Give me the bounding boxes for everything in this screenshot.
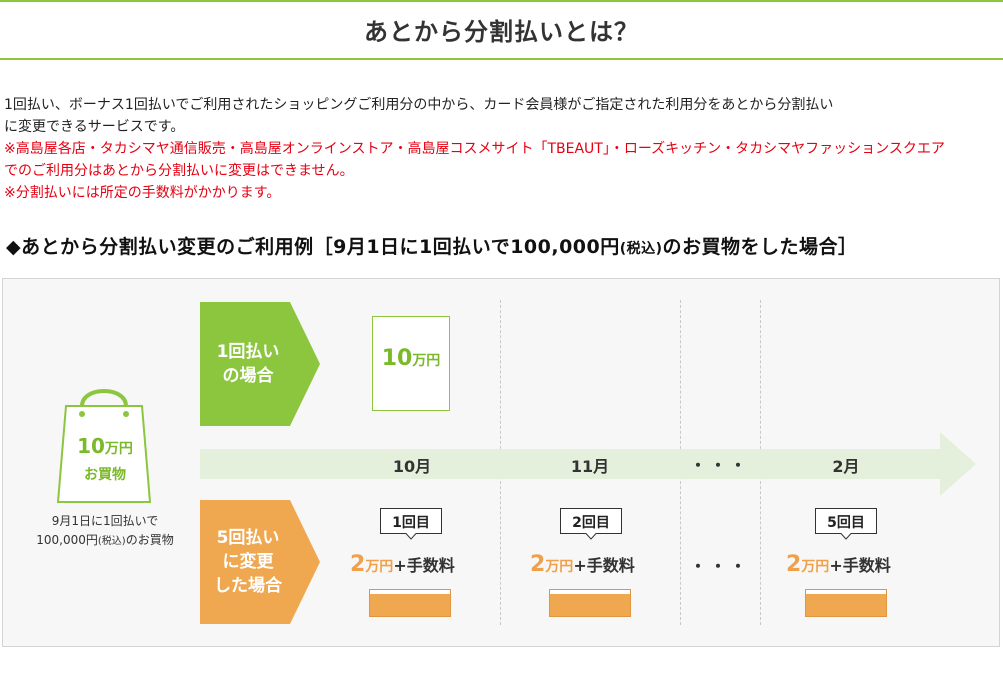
installment-amount-number: 2: [530, 552, 546, 577]
month-label-october: 10月: [392, 457, 432, 476]
month-label-november: 11月: [570, 457, 610, 476]
purchase-caption: 9月1日に1回払いで 100,000円(税込)のお買物: [0, 512, 210, 551]
installment-amount-number: 2: [350, 552, 366, 577]
bag-amount: 10万円: [60, 434, 150, 458]
installment-label-line-1: 5回払い: [216, 528, 280, 548]
single-payment-label: 1回払い の場合: [200, 340, 296, 388]
installment-fee: +手数料: [829, 556, 891, 575]
bag-amount-number: 10: [77, 434, 105, 458]
purchase-caption-tail: のお買物: [125, 533, 174, 547]
single-bill-unit: 万円: [412, 353, 441, 369]
installment-count-callout: [380, 508, 442, 540]
intro-line-2: に変更できるサービスです。: [4, 119, 185, 135]
single-bill-box: [372, 316, 450, 411]
installment-amount-unit: 万円: [365, 559, 394, 575]
installment-count-callout: [815, 508, 877, 540]
single-payment-label-line-2: の場合: [222, 366, 274, 386]
purchase-caption-line-2: 100,000円(税込)のお買物: [0, 531, 210, 551]
shopping-bag-icon: [56, 389, 152, 503]
installment-fee: +手数料: [573, 556, 635, 575]
section-heading-tail: のお買物をした場合］: [662, 236, 858, 258]
installment-amount-1: 2万円+手数料: [350, 552, 455, 577]
purchase-caption-amount: 100,000円: [36, 533, 98, 547]
note-fee: ※分割払いには所定の手数料がかかります。: [4, 185, 281, 201]
page-title: あとから分割払いとは？: [364, 18, 639, 46]
section-heading-tax: (税込): [619, 241, 663, 257]
intro-text: 1回払い、ボーナス1回払いでご利用されたショッピングご利用分の中から、カード会員…: [4, 94, 999, 204]
timeline-arrow: [200, 432, 976, 496]
installment-bar-2: [549, 589, 631, 617]
single-payment-label-line-1: 1回払い: [216, 342, 280, 362]
installment-count-2: 2回目: [572, 515, 610, 531]
installment-amount-number: 2: [786, 552, 802, 577]
installment-count-5: 5回目: [827, 515, 865, 531]
single-payment-chevron: [200, 302, 320, 426]
purchase-caption-line-1: 9月1日に1回払いで: [51, 514, 159, 528]
note-exclusion-line-2: でのご利用分はあとから分割払いに変更はできません。: [4, 163, 354, 179]
intro-line-1: 1回払い、ボーナス1回払いでご利用されたショッピングご利用分の中から、カード会員…: [4, 97, 834, 113]
installment-bar-5: [805, 589, 887, 617]
installment-label-line-2: に変更: [222, 552, 274, 572]
installment-ellipsis: ・・・: [689, 557, 750, 576]
installment-amount-unit: 万円: [545, 559, 574, 575]
single-bill-number: 10: [381, 346, 413, 371]
purchase-caption-tax: (税込): [97, 536, 126, 547]
installment-amount-2: 2万円+手数料: [530, 552, 635, 577]
section-heading-main: ◆あとから分割払い変更のご利用例［9月1日に1回払いで100,000円: [6, 236, 620, 258]
single-bill-amount: 10万円: [372, 346, 450, 371]
bag-label: お買物: [84, 467, 126, 483]
installment-chevron: [200, 500, 320, 624]
installment-amount-5: 2万円+手数料: [786, 552, 891, 577]
installment-bar-1: [369, 589, 451, 617]
installment-label-line-3: した場合: [214, 576, 282, 596]
timeline-ellipsis: ・・・: [689, 456, 750, 475]
bag-amount-unit: 万円: [104, 441, 133, 457]
title-bar: [0, 0, 1003, 60]
note-exclusion-line-1: ※高島屋各店・タカシマヤ通信販売・高島屋オンラインストア・高島屋コスメサイト「T…: [4, 141, 945, 157]
installment-label: 5回払い に変更 した場合: [200, 526, 296, 598]
installment-count-1: 1回目: [392, 515, 430, 531]
installment-fee: +手数料: [393, 556, 455, 575]
installment-amount-unit: 万円: [801, 559, 830, 575]
section-heading: ◆あとから分割払い変更のご利用例［9月1日に1回払いで100,000円(税込)の…: [6, 232, 858, 259]
month-label-february: 2月: [832, 457, 860, 476]
installment-count-callout: [560, 508, 622, 540]
